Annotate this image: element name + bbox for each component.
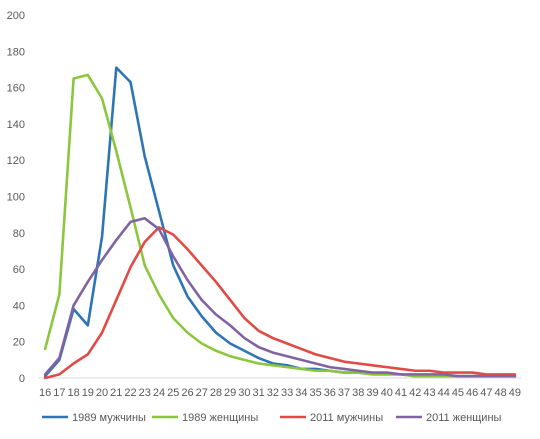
- x-tick-label: 18: [67, 387, 79, 399]
- y-tick-label: 160: [7, 83, 25, 95]
- y-tick-label: 40: [13, 300, 25, 312]
- x-tick-label: 23: [139, 387, 151, 399]
- x-tick-label: 17: [53, 387, 65, 399]
- y-axis-ticks: 0 20 40 60 80 100 120 140 160 180 200: [7, 10, 25, 385]
- legend: 1989 мужчины 1989 женщины 2011 мужчины 2011…: [42, 412, 502, 424]
- x-tick-label: 26: [181, 387, 193, 399]
- legend-label-4: 2011 женщины: [426, 412, 502, 424]
- x-tick-label: 38: [352, 387, 364, 399]
- series-lines: [43, 66, 517, 380]
- y-tick-label: 200: [7, 10, 25, 22]
- series-line-1: [43, 66, 517, 378]
- x-tick-label: 43: [423, 387, 435, 399]
- x-tick-label: 41: [395, 387, 407, 399]
- x-tick-label: 42: [409, 387, 421, 399]
- y-tick-label: 20: [13, 337, 25, 349]
- x-tick-label: 34: [295, 387, 307, 399]
- legend-label-3: 2011 мужчины: [310, 412, 383, 424]
- x-tick-label: 21: [110, 387, 122, 399]
- x-tick-label: 29: [224, 387, 236, 399]
- x-tick-label: 49: [509, 387, 521, 399]
- x-tick-label: 35: [309, 387, 321, 399]
- x-tick-label: 33: [281, 387, 293, 399]
- y-tick-label: 0: [19, 373, 25, 385]
- legend-label-2: 1989 женщины: [182, 412, 258, 424]
- x-tick-label: 31: [253, 387, 265, 399]
- x-tick-label: 30: [238, 387, 250, 399]
- y-tick-label: 60: [13, 264, 25, 276]
- series-line-2: [43, 73, 517, 378]
- x-tick-label: 46: [466, 387, 478, 399]
- x-tick-label: 22: [124, 387, 136, 399]
- y-tick-label: 120: [7, 155, 25, 167]
- x-tick-label: 48: [495, 387, 507, 399]
- y-tick-label: 100: [7, 192, 25, 204]
- x-tick-label: 19: [82, 387, 94, 399]
- series-line-3: [43, 226, 517, 380]
- x-tick-label: 25: [167, 387, 179, 399]
- legend-label-1: 1989 мужчины: [72, 412, 146, 424]
- series-line-4: [43, 216, 517, 378]
- x-tick-label: 36: [324, 387, 336, 399]
- x-tick-label: 40: [381, 387, 393, 399]
- x-axis-ticks: 16 17 18 19 20 21 22 23 24 25 26 27 28 29 30 31 32 33 34 35…: [39, 387, 521, 399]
- y-tick-label: 140: [7, 119, 25, 131]
- x-tick-label: 27: [196, 387, 208, 399]
- x-tick-label: 24: [153, 387, 165, 399]
- x-tick-label: 20: [96, 387, 108, 399]
- y-tick-label: 80: [13, 228, 25, 240]
- x-tick-label: 32: [267, 387, 279, 399]
- y-tick-label: 180: [7, 46, 25, 58]
- x-tick-label: 45: [452, 387, 464, 399]
- x-tick-label: 28: [210, 387, 222, 399]
- x-tick-label: 39: [366, 387, 378, 399]
- x-tick-label: 47: [480, 387, 492, 399]
- x-tick-label: 16: [39, 387, 51, 399]
- x-tick-label: 44: [438, 387, 450, 399]
- x-tick-label: 37: [338, 387, 350, 399]
